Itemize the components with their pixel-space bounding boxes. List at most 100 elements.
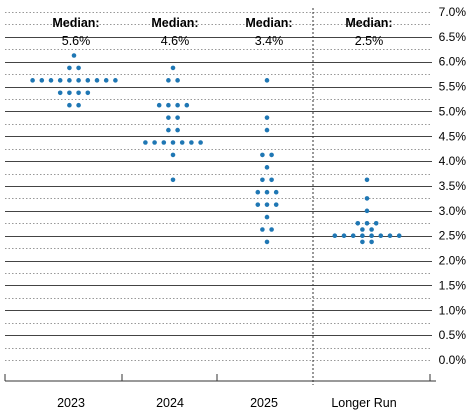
projection-dot (369, 239, 374, 245)
projection-dot (260, 152, 265, 158)
projection-dot (175, 115, 180, 120)
projection-dot (103, 78, 109, 83)
y-tick-label: 0.5% (439, 328, 467, 342)
projection-dot (161, 140, 167, 145)
projection-dot (269, 152, 274, 158)
projection-dot (189, 140, 194, 145)
median-value: 2.5% (355, 34, 384, 48)
projection-dot (76, 102, 81, 108)
y-tick-label: 4.5% (439, 129, 467, 143)
projection-dot (264, 115, 270, 120)
projection-dot (355, 220, 361, 226)
y-tick-label: 5.5% (439, 80, 467, 94)
y-tick-label: 4.0% (439, 154, 467, 168)
projection-dot (166, 115, 171, 120)
y-tick-label: 6.0% (439, 55, 467, 69)
projection-dot (85, 78, 91, 83)
y-tick-label: 3.5% (439, 179, 467, 193)
projection-dot (269, 177, 274, 183)
projection-dot (350, 233, 356, 239)
projection-dot (396, 233, 402, 239)
projection-dot (143, 140, 148, 145)
projection-dot (332, 233, 338, 239)
median-title: Median: (52, 16, 99, 30)
projection-dot (94, 78, 100, 83)
projection-dot (264, 78, 270, 83)
projection-dot (264, 127, 270, 133)
projection-dot (264, 239, 270, 245)
projection-dot (260, 227, 265, 232)
y-tick-label: 2.5% (439, 229, 467, 243)
projection-dot (184, 102, 190, 108)
median-title: Median: (245, 16, 292, 30)
projection-dot (369, 233, 374, 239)
projection-dot (364, 196, 370, 201)
y-tick-label: 6.5% (439, 30, 467, 44)
category-label: 2024 (156, 396, 184, 410)
projection-dot (360, 233, 365, 239)
projection-dot (341, 233, 347, 239)
median-value: 4.6% (161, 34, 190, 48)
projection-dot (260, 177, 265, 183)
y-tick-label: 7.0% (439, 5, 467, 19)
projection-dot (30, 78, 35, 83)
projection-dot (113, 78, 118, 83)
projection-dot (364, 208, 370, 214)
projection-dot (85, 90, 91, 96)
projection-dot (71, 53, 77, 58)
projection-dot (269, 227, 274, 232)
projection-dot (152, 140, 157, 145)
projection-dot (179, 140, 185, 145)
y-tick-label: 0.0% (439, 353, 467, 367)
projection-dot (170, 140, 176, 145)
projection-dot (360, 227, 365, 232)
projection-dot (67, 78, 72, 83)
projection-dot (273, 189, 279, 195)
y-tick-label: 5.0% (439, 104, 467, 118)
projection-dot (175, 78, 180, 83)
projection-dot (166, 127, 171, 133)
median-value: 5.6% (62, 34, 91, 48)
projection-dot (67, 90, 72, 96)
projection-dot (48, 78, 54, 83)
projection-dot (264, 214, 270, 220)
projection-dot (76, 65, 81, 71)
projection-dot (369, 227, 374, 232)
projection-dot (170, 152, 176, 158)
projection-dot (39, 78, 45, 83)
projection-dot (264, 202, 270, 207)
projection-dot (76, 90, 81, 96)
median-title: Median: (345, 16, 392, 30)
projection-dot (175, 102, 180, 108)
projection-dot (170, 65, 176, 71)
projection-dot (378, 233, 384, 239)
projection-dot (364, 177, 370, 183)
projection-dot (175, 127, 180, 133)
median-title: Median: (151, 16, 198, 30)
projection-dot (373, 220, 379, 226)
category-label: Longer Run (331, 396, 396, 410)
median-value: 3.4% (255, 34, 284, 48)
y-tick-label: 3.0% (439, 204, 467, 218)
projection-dot (166, 102, 171, 108)
category-label: 2023 (57, 396, 85, 410)
projection-dot (198, 140, 203, 145)
projection-dot (166, 78, 171, 83)
projection-dot (360, 239, 365, 245)
projection-dot (273, 202, 279, 207)
projection-dot (387, 233, 393, 239)
y-tick-label: 1.0% (439, 303, 467, 317)
projection-dot (170, 177, 176, 183)
projection-dot (57, 90, 63, 96)
projection-dot (67, 102, 72, 108)
projection-dot (255, 189, 261, 195)
projection-dot (364, 220, 370, 226)
projection-dot (57, 78, 63, 83)
projection-dot (264, 165, 270, 170)
projection-dot (255, 202, 261, 207)
y-tick-label: 2.0% (439, 254, 467, 268)
projection-dot (156, 102, 162, 108)
projection-dot (67, 65, 72, 71)
